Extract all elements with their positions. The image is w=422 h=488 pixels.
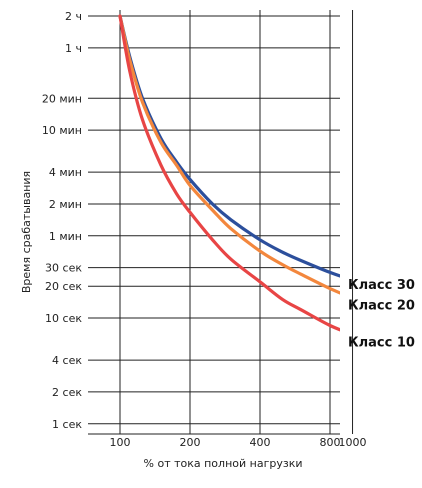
x-axis-label: % от тока полной нагрузки	[144, 457, 303, 470]
y-tick-label: 20 сек	[45, 280, 82, 293]
series-line-1	[118, 14, 340, 278]
y-tick-label: 1 мин	[49, 230, 82, 243]
y-tick-label: 10 сек	[45, 312, 82, 325]
series-line-2	[118, 14, 340, 295]
series-lines	[118, 14, 340, 332]
x-tick-label: 800	[320, 436, 341, 449]
y-tick-label: 10 мин	[42, 124, 82, 137]
y-axis-ticks: 2 ч 1 ч 20 мин 10 мин 4 мин 2 мин 1 мин 30 сек 2…	[42, 10, 82, 431]
legend: Класс 30 Класс 20 Класс 10	[348, 278, 415, 351]
y-tick-label: 2 сек	[52, 386, 82, 399]
y-tick-label: 20 мин	[42, 92, 82, 105]
legend-entry: Класс 20	[348, 298, 415, 313]
y-tick-label: 4 сек	[52, 354, 82, 367]
series-line-3	[118, 14, 340, 332]
y-tick-label: 1 ч	[65, 42, 82, 55]
x-tick-label: 100	[110, 436, 131, 449]
y-tick-label: 1 сек	[52, 418, 82, 431]
legend-entry: Класс 30	[348, 278, 415, 293]
x-tick-label: 400	[250, 436, 271, 449]
legend-entry: Класс 10	[348, 335, 415, 350]
x-tick-label: 200	[180, 436, 201, 449]
y-tick-label: 4 мин	[49, 166, 82, 179]
y-axis-label: Время срабатывания	[20, 171, 33, 293]
y-tick-label: 2 ч	[65, 10, 82, 23]
x-tick-label: 1000	[339, 436, 367, 449]
y-tick-label: 2 мин	[49, 198, 82, 211]
y-tick-label: 30 сек	[45, 262, 82, 275]
grid-lines	[88, 10, 354, 435]
